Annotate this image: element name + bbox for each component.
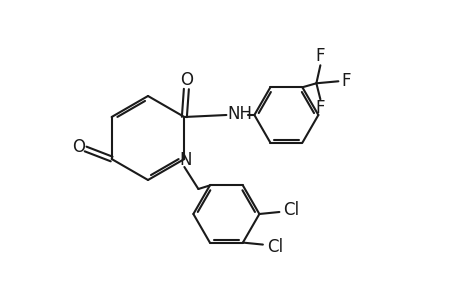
Text: F: F	[315, 47, 325, 65]
Text: Cl: Cl	[266, 238, 282, 256]
Text: N: N	[179, 151, 191, 169]
Text: F: F	[341, 72, 350, 90]
Text: Cl: Cl	[283, 201, 299, 219]
Text: F: F	[315, 99, 325, 117]
Text: O: O	[179, 71, 192, 89]
Text: O: O	[72, 138, 85, 156]
Text: NH: NH	[227, 105, 252, 123]
